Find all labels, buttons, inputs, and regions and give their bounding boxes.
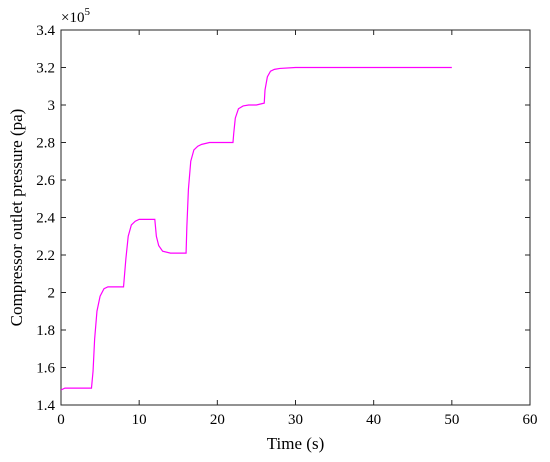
- x-axis-label: Time (s): [267, 434, 324, 453]
- x-tick-label: 0: [57, 412, 65, 428]
- y-tick-label: 3.2: [36, 61, 55, 77]
- x-tick-label: 40: [366, 412, 381, 428]
- x-axis-ticks: 0 10 20 30 40 50 60: [57, 30, 538, 428]
- y-tick-label: 3: [48, 98, 56, 114]
- y-tick-label: 2.2: [36, 248, 55, 264]
- exponent-prefix: ×10: [61, 10, 84, 26]
- x-tick-label: 10: [132, 412, 147, 428]
- y-tick-label: 2.4: [36, 211, 55, 227]
- x-tick-label: 50: [444, 412, 459, 428]
- y-axis-label: Compressor outlet pressure (pa): [7, 109, 26, 327]
- y-tick-label: 1.8: [36, 323, 55, 339]
- x-tick-label: 20: [210, 412, 225, 428]
- y-axis-ticks: 1.4 1.6 1.8 2 2.2 2.4 2.6 2.8 3 3.2 3.4: [36, 23, 530, 414]
- y-tick-label: 3.4: [36, 23, 55, 39]
- y-tick-label: 2.8: [36, 136, 55, 152]
- x-tick-label: 60: [523, 412, 538, 428]
- y-tick-label: 2: [48, 286, 56, 302]
- x-tick-label: 30: [288, 412, 303, 428]
- y-tick-label: 1.6: [36, 361, 55, 377]
- y-tick-label: 1.4: [36, 398, 55, 414]
- exponent-power: 5: [84, 6, 90, 18]
- y-axis-exponent: ×105: [61, 6, 90, 26]
- y-tick-label: 2.6: [36, 173, 55, 189]
- series-line: [60, 66, 452, 391]
